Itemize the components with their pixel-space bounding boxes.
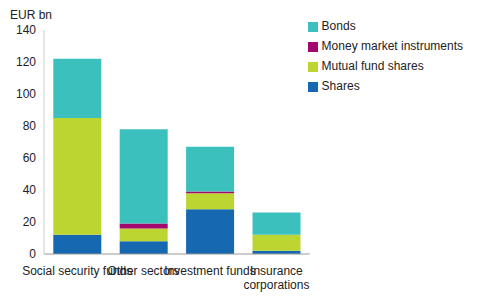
svg-text:140: 140 [16, 23, 36, 37]
svg-text:0: 0 [29, 247, 36, 261]
svg-text:20: 20 [23, 215, 37, 229]
svg-text:40: 40 [23, 183, 37, 197]
html-text:Money market instruments: Money market instruments [321, 39, 463, 53]
svg-text:Insurancecorporations: Insurancecorporations [243, 264, 309, 292]
html-text:EUR bn: EUR bn [10, 8, 52, 22]
html-text:Bonds: Bonds [321, 19, 356, 33]
svg-text:80: 80 [23, 119, 37, 133]
svg-text:60: 60 [23, 151, 37, 165]
svg-text:Other sectors: Other sectors [107, 264, 180, 278]
html-text:Mutual fund shares: Mutual fund shares [321, 59, 424, 73]
svg-text:100: 100 [16, 87, 36, 101]
svg-text:Social security funds: Social security funds [22, 264, 133, 278]
html-text:Shares: Shares [321, 79, 360, 93]
svg-text:120: 120 [16, 55, 36, 69]
svg-text:Investment funds: Investment funds [164, 264, 255, 278]
